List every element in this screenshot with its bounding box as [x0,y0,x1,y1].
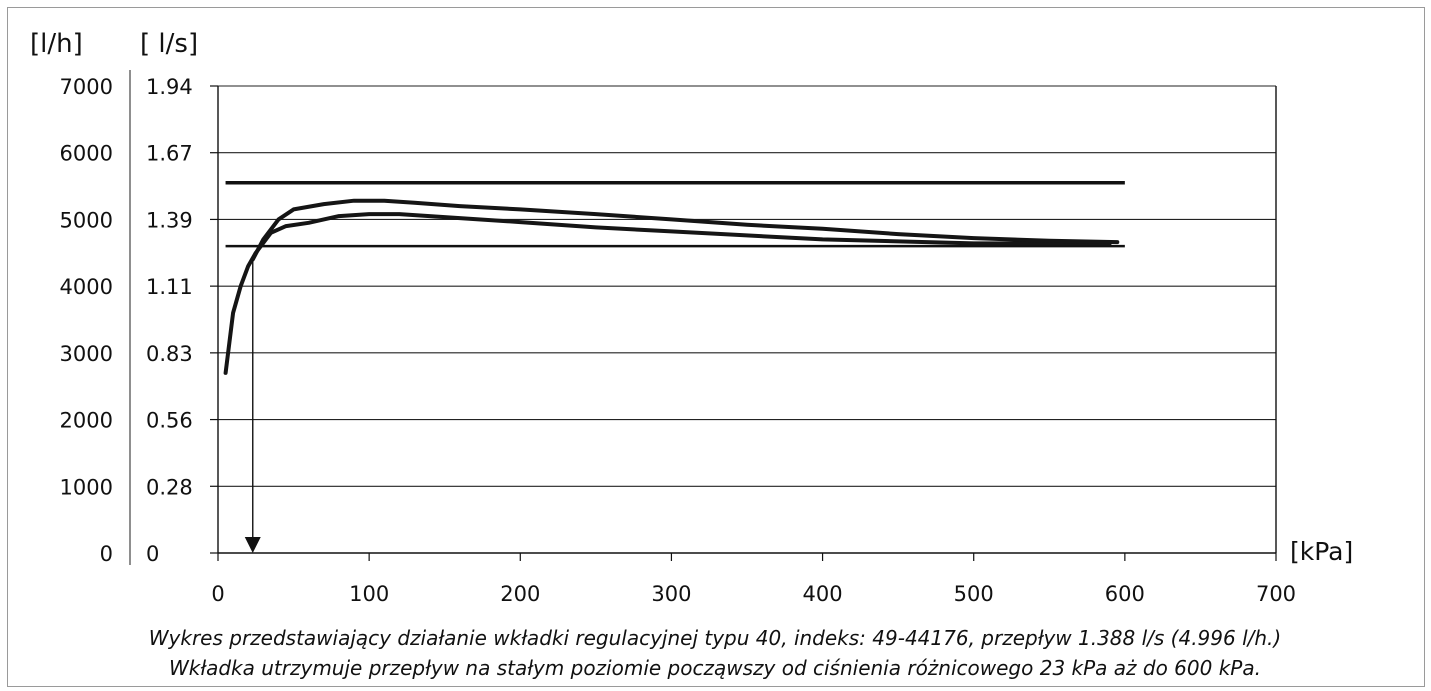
y-tick-label-ls: 0 [146,542,159,566]
y-tick-label-ls: 1.67 [146,142,193,166]
y-tick-label-ls: 1.11 [146,275,193,299]
y-tick-label-lh: 5000 [60,208,113,232]
x-tick-label: 200 [500,582,540,606]
x-tick-label: 400 [803,582,843,606]
y-tick-label-ls: 1.94 [146,75,193,99]
y-tick-label-lh: 4000 [60,275,113,299]
y-tick-label-ls: 0.56 [146,409,193,433]
x-tick-label: 500 [954,582,994,606]
y-tick-label-lh: 0 [100,542,113,566]
x-tick-labels: 0 100 200 300 400 500 600 700 [211,553,1296,606]
y-tick-label-ls: 0.28 [146,475,193,499]
data-series [223,198,1120,375]
x-tick-label: 700 [1256,582,1296,606]
y-unit-lh: [l/h] [30,29,83,59]
y-tick-label-ls: 0.83 [146,342,193,366]
pressure-marker [244,259,261,553]
grid-lines [218,85,1276,487]
reference-lines [225,180,1125,248]
caption-line-2: Wkładka utrzymuje przepływ na stałym poz… [169,656,1261,680]
y-tick-label-lh: 2000 [60,409,113,433]
x-tick-label: 600 [1105,582,1145,606]
x-unit-kpa: [kPa] [1290,537,1353,566]
y-tick-label-lh: 1000 [60,475,113,499]
series-line-1 [223,212,1112,375]
marker-arrowhead [244,537,261,553]
x-tick-label: 300 [651,582,691,606]
x-tick-label: 0 [211,582,224,606]
y-tick-label-lh: 3000 [60,342,113,366]
axes [129,70,1277,565]
y-tick-label-lh: 6000 [60,142,113,166]
y-unit-ls: [ l/s] [140,29,198,59]
x-tick-label: 100 [349,582,389,606]
chart-frame [7,7,1425,687]
series-line-2 [250,198,1120,262]
caption-line-1: Wykres przedstawiający działanie wkładki… [149,626,1281,650]
y-tick-label-lh: 7000 [60,75,113,99]
y-tick-label-ls: 1.39 [146,208,193,232]
y-tick-labels: 0 0 1000 0.28 2000 0.56 3000 0.83 4000 1.11 5000 1.… [60,75,218,566]
